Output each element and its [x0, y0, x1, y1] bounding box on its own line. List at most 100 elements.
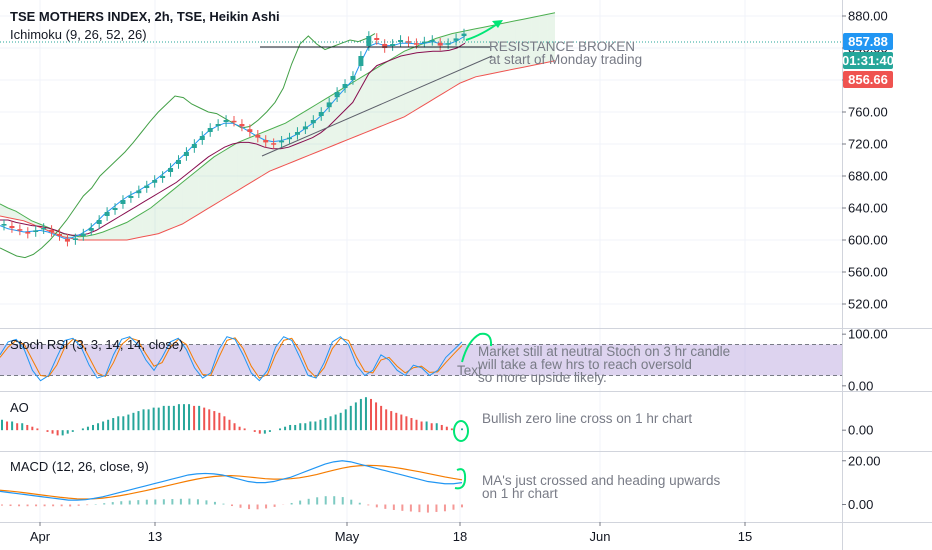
candle-body — [374, 38, 380, 40]
y-tick-label: 520.00 — [848, 297, 888, 312]
x-axis[interactable]: Apr 13 May 18 Jun 15 — [30, 522, 752, 544]
cloud-segment — [222, 147, 230, 200]
candle-body — [342, 84, 348, 88]
candle-body — [49, 230, 55, 232]
cloud-segment — [340, 84, 349, 143]
ao-title: AO — [10, 400, 29, 415]
chikou-line — [0, 33, 376, 259]
candle-body — [207, 128, 213, 132]
macd-note-line1[interactable]: MA's just crossed and heading upwards — [482, 473, 720, 488]
candle-body — [453, 38, 459, 41]
indicator-label: Ichimoku (9, 26, 52, 26) — [10, 27, 147, 42]
x-tick-label: Jun — [590, 529, 611, 544]
cloud-segment — [206, 156, 215, 210]
candle-body — [445, 43, 451, 45]
cloud-segment — [491, 24, 500, 74]
senkou-b-line — [0, 60, 556, 241]
candle-body — [334, 92, 340, 98]
trend-line[interactable] — [261, 55, 493, 157]
stoch-note-line3[interactable]: so more upside likely. — [478, 370, 607, 385]
candle-body — [104, 212, 110, 216]
text-placeholder[interactable]: Text — [457, 363, 482, 378]
cloud-segment — [142, 208, 151, 237]
candle-body — [437, 42, 443, 46]
candles[interactable] — [1, 28, 467, 247]
price-tag-countdown-text: 01:31:40 — [842, 53, 894, 68]
y-tick-label: 560.00 — [848, 265, 888, 280]
y-tick-label: 0.00 — [848, 423, 873, 438]
macd-note-line2[interactable]: on 1 hr chart — [482, 486, 558, 501]
cloud-segment — [428, 38, 437, 103]
cloud-segment — [475, 27, 484, 77]
candle-body — [199, 136, 205, 140]
ao-panel[interactable] — [1, 397, 463, 436]
cloud-segment — [15, 211, 24, 221]
candle-body — [239, 124, 245, 127]
cloud-segment — [515, 19, 524, 69]
cloud-segment — [467, 28, 476, 80]
x-tick-label: Apr — [30, 529, 51, 544]
candle-body — [413, 43, 419, 45]
cloud-segment — [499, 22, 508, 72]
cloud-segment — [531, 16, 540, 66]
price-tag-last: 857.88 — [843, 33, 893, 50]
candle-body — [144, 185, 150, 188]
candle-body — [152, 180, 158, 183]
stoch-note-line2[interactable]: will take a few hrs to reach oversold — [477, 357, 692, 372]
cloud-segment — [237, 139, 246, 191]
macd-marker — [454, 468, 467, 490]
cloud-segment — [31, 220, 40, 228]
cloud-segment — [483, 25, 492, 76]
candle-body — [41, 228, 47, 230]
candle-body — [461, 33, 467, 36]
candle-body — [1, 224, 7, 226]
cloud-segment — [420, 41, 429, 108]
resistance-note-line2[interactable]: at start of Monday trading — [489, 52, 642, 67]
macd-panel[interactable] — [0, 460, 463, 513]
y-tick-label: 680.00 — [848, 169, 888, 184]
cloud-segment — [245, 136, 254, 186]
cloud-segment — [134, 212, 143, 239]
candle-body — [183, 152, 189, 156]
stoch-title: Stoch RSI (3, 3, 14, 14, close) — [10, 337, 183, 352]
candle-body — [382, 44, 388, 48]
cloud-segment — [364, 70, 373, 133]
grid-lines — [0, 0, 842, 522]
stoch-rsi-panel[interactable] — [0, 336, 842, 382]
stoch-k-line — [0, 336, 463, 382]
annotation-arrowhead — [492, 20, 503, 28]
candle-body — [294, 132, 300, 135]
candle-body — [9, 226, 15, 228]
candle-body — [160, 176, 166, 178]
candle-body — [215, 124, 221, 126]
candle-body — [366, 36, 372, 46]
candle-body — [318, 112, 324, 116]
stoch-note-line1[interactable]: Market still at neutral Stoch on 3 hr ca… — [478, 344, 730, 359]
candle-body — [271, 143, 277, 145]
candle-body — [64, 238, 70, 242]
y-tick-label: 720.00 — [848, 137, 888, 152]
cloud-segment — [507, 20, 516, 71]
candle-body — [128, 196, 134, 198]
cloud-segment — [214, 152, 222, 205]
cloud-segment — [380, 60, 389, 127]
ao-note[interactable]: Bullish zero line cross on 1 hr chart — [482, 411, 692, 426]
candle-body — [88, 228, 94, 231]
cloud-segment — [396, 51, 405, 121]
candle-body — [358, 56, 364, 66]
candle-body — [247, 129, 253, 132]
drawings[interactable] — [260, 20, 503, 157]
cloud-segment — [118, 222, 127, 240]
ao-marker — [453, 420, 469, 442]
candle-body — [421, 41, 427, 44]
cloud-segment — [547, 12, 555, 63]
y-tick-label: 640.00 — [848, 201, 888, 216]
candle-body — [57, 234, 63, 236]
stoch-d-line — [0, 337, 463, 379]
macd-line — [0, 460, 463, 501]
candle-body — [429, 40, 435, 42]
resistance-note-line1[interactable]: RESISTANCE BROKEN — [489, 39, 635, 54]
cloud-segment — [539, 14, 548, 64]
